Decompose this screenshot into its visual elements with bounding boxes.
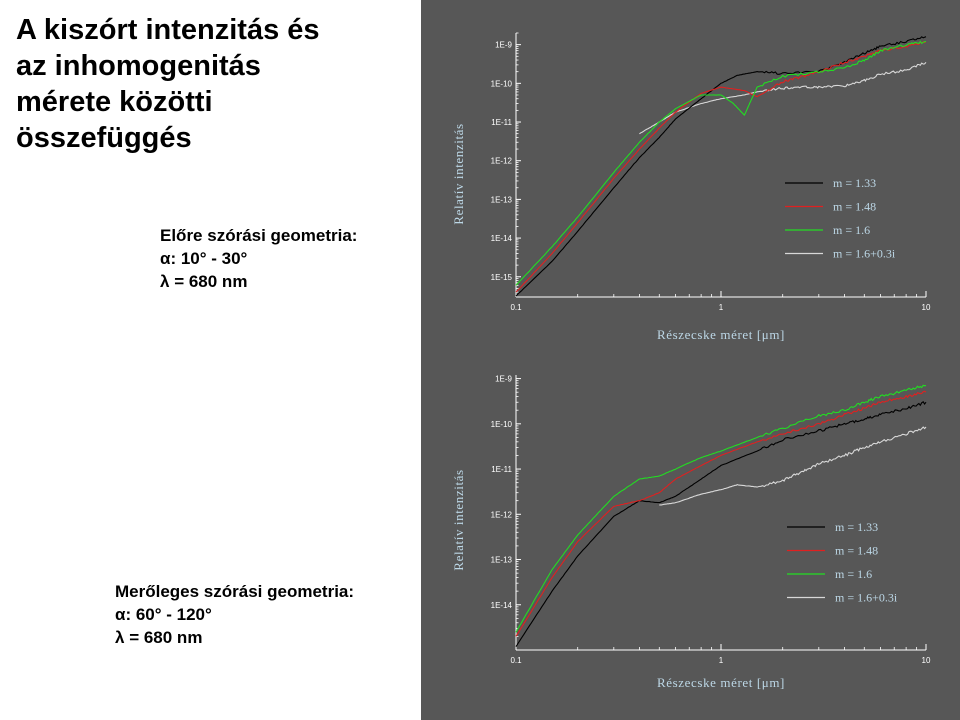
y-tick-label: 1E-14 [491,234,513,243]
y-tick-label: 1E-15 [491,273,513,282]
title-line-1: A kiszórt intenzitás és [16,14,320,46]
series-line-4 [639,61,927,135]
y-axis-label: Relatív intenzitás [451,469,466,570]
x-tick-label: 1 [719,656,724,665]
y-axis-label: Relatív intenzitás [451,123,466,224]
legend-label: m = 1.48 [833,200,876,214]
legend-label: m = 1.33 [833,176,876,190]
y-tick-label: 1E-9 [495,41,512,50]
forward-geometry-info: Előre szórási geometria: α: 10° - 30° λ … [160,224,357,293]
y-tick-label: 1E-10 [491,79,513,88]
y-tick-label: 1E-11 [491,118,512,127]
y-tick-label: 1E-13 [491,195,513,204]
forward-geometry-heading: Előre szórási geometria: [160,226,358,245]
y-tick-label: 1E-14 [491,601,513,610]
chart-2: 1E-9 1E-10 1E-11 1E-12 1E-13 1E-14 0.1 1 10 Relat… [451,375,931,690]
legend-label: m = 1.6+0.3i [835,591,898,605]
title-line-3: mérete közötti [16,86,213,118]
y-tick-label: 1E-12 [491,510,513,519]
legend-label: m = 1.48 [835,544,878,558]
series-line-1 [515,36,927,297]
y-tick-label: 1E-12 [491,157,513,166]
perpendicular-alpha-line: α: 60° - 120° [115,603,354,626]
chart-panel: 1E-9 1E-10 1E-11 1E-12 1E-13 1E-14 1E-15 0.1 1 10… [421,0,960,720]
forward-alpha-value: : 10° - 30° [170,249,248,268]
x-tick-label: 10 [922,656,931,665]
legend-label: m = 1.33 [835,520,878,534]
x-tick-label: 0.1 [510,303,522,312]
x-axis-label: Részecske méret [μm] [657,675,785,690]
series-line-2 [515,40,927,293]
series-line-3 [515,384,927,633]
x-tick-label: 1 [719,303,724,312]
slide-title: A kiszórt intenzitás és az inhomogenitás… [16,12,416,156]
x-tick-label: 10 [922,303,931,312]
legend-label: m = 1.6+0.3i [833,247,896,261]
legend-label: m = 1.6 [835,567,872,581]
perpendicular-geometry-info: Merőleges szórási geometria: α: 60° - 12… [115,580,354,649]
series-line-1 [515,401,927,647]
x-axis-label: Részecske méret [μm] [657,327,785,342]
forward-lambda-value: = 680 nm [169,272,248,291]
lambda-symbol: λ [115,628,125,647]
perpendicular-geometry-heading: Merőleges szórási geometria: [115,582,355,601]
perpendicular-alpha-value: : 60° - 120° [125,605,212,624]
forward-alpha-line: α: 10° - 30° [160,247,357,270]
series-line-3 [515,40,927,286]
series-line-4 [659,426,927,506]
y-tick-label: 1E-9 [495,375,512,384]
alpha-symbol: α [115,605,126,624]
y-tick-label: 1E-10 [491,420,513,429]
alpha-symbol: α [160,249,171,268]
forward-lambda-line: λ = 680 nm [160,270,357,293]
y-tick-label: 1E-11 [491,465,512,474]
perpendicular-lambda-line: λ = 680 nm [115,626,354,649]
x-tick-label: 0.1 [510,656,522,665]
legend-label: m = 1.6 [833,223,870,237]
perpendicular-lambda-value: = 680 nm [124,628,203,647]
y-tick-label: 1E-13 [491,556,513,565]
title-line-2: az inhomogenitás [16,50,261,82]
lambda-symbol: λ [160,272,170,291]
chart-1: 1E-9 1E-10 1E-11 1E-12 1E-13 1E-14 1E-15 0.1 1 10… [451,32,931,342]
title-line-4: összefüggés [16,122,192,154]
series-line-2 [515,390,927,637]
